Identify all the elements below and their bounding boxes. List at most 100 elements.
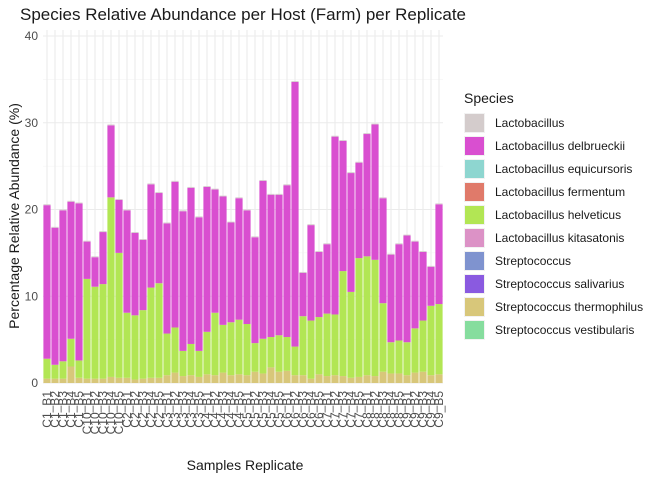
bar-segment [83, 240, 91, 242]
x-tick-label: C3_B3 [176, 391, 190, 428]
bar-segment [419, 371, 427, 383]
bar-segment [123, 209, 131, 211]
bar-segment [171, 372, 179, 383]
x-tick-label: C6_B3 [296, 391, 310, 428]
bar-segment [371, 259, 379, 377]
legend-label: Streptococcus vestibularis [495, 323, 634, 337]
bar-segment [75, 377, 83, 383]
x-tick-label: C9_B4 [424, 391, 438, 428]
bar-segment [91, 378, 99, 383]
bar-segment [403, 342, 411, 376]
bar-segment [251, 237, 259, 344]
bar-segment [243, 209, 251, 211]
legend: Species Lactobacillus Lactobacillus delbr… [464, 90, 643, 340]
bar-segment [379, 198, 387, 304]
x-tick-label: C8_B5 [392, 391, 406, 428]
x-tick-label: C1_B1 [40, 391, 54, 428]
bar-segment [387, 373, 395, 383]
bar-segment [235, 198, 243, 320]
legend-swatch [465, 321, 484, 339]
bar-segment [163, 223, 171, 334]
bar-segment [131, 379, 139, 383]
x-tick-label: C3_B4 [184, 391, 198, 428]
bar-segment [267, 367, 275, 383]
bar-segment [171, 327, 179, 373]
bar-segment [259, 180, 267, 339]
bar-segment [291, 375, 299, 383]
x-tick-label: C4_B3 [216, 391, 230, 428]
bar-segment [251, 371, 259, 383]
bar-segment [75, 203, 83, 361]
x-tick-label: C1_B4 [64, 391, 78, 428]
bar-segment [339, 271, 347, 377]
legend-swatch [465, 252, 484, 270]
bar-segment [355, 376, 363, 383]
bar-segment [51, 226, 59, 228]
bar-segment [99, 231, 107, 233]
bar-segment [427, 265, 435, 267]
bar-segment [427, 266, 435, 306]
x-tick-label: C8_B1 [360, 391, 374, 428]
x-tick-label: C6_B1 [280, 391, 294, 428]
bar-segment [323, 313, 331, 377]
bar-segment [91, 286, 99, 379]
bar-segment [211, 188, 219, 190]
bar-segment [91, 256, 99, 258]
bar-segment [347, 173, 355, 292]
bar-segment [403, 375, 411, 383]
bar-segment [315, 317, 323, 375]
bar-segment [267, 337, 275, 368]
bar-segment [419, 251, 427, 253]
bar-segment [435, 304, 443, 375]
legend-label: Lactobacillus kitasatonis [495, 231, 624, 245]
legend-swatch [465, 206, 484, 224]
bar-segment [227, 222, 235, 323]
bar-segment [219, 324, 227, 373]
chart-title: Species Relative Abundance per Host (Far… [20, 5, 466, 24]
bar-segment [179, 376, 187, 383]
bar-segment [187, 343, 195, 376]
bar-segment [195, 376, 203, 383]
bar-segment [419, 320, 427, 372]
x-tick-label: C5_B1 [240, 391, 254, 428]
x-tick-label: C8_B2 [368, 391, 382, 428]
bar-segment [291, 81, 299, 82]
bar-segment [203, 186, 211, 187]
bar-segment [67, 201, 75, 339]
bar-segment [427, 375, 435, 383]
bar-segment [51, 227, 59, 365]
bar-segment [99, 232, 107, 285]
bar-segment [363, 133, 371, 135]
bar-segment [331, 314, 339, 376]
bar-segment [131, 232, 139, 233]
bar-segment [43, 204, 51, 206]
bar-segment [131, 232, 139, 316]
bar-segment [235, 374, 243, 383]
bar-segment [307, 225, 315, 321]
bar-segment [187, 375, 195, 383]
bar-segment [275, 194, 283, 336]
bar-segment [275, 335, 283, 372]
bar-segment [299, 316, 307, 376]
legend-label: Lactobacillus equicursoris [495, 162, 632, 176]
x-tick-label: C9_B2 [408, 391, 422, 428]
bar-segment [59, 210, 67, 362]
bar-segment [107, 197, 115, 377]
bar-segment [251, 236, 259, 238]
bar-segment [203, 186, 211, 332]
x-tick-label: C10_B5 [112, 391, 126, 435]
bar-segment [371, 123, 379, 125]
legend-label: Streptococcus [495, 254, 571, 268]
bar-segment [379, 303, 387, 372]
bar-segment [219, 196, 227, 325]
legend-label: Lactobacillus fermentum [495, 185, 625, 199]
bar-segment [347, 172, 355, 174]
x-axis-title: Samples Replicate [187, 457, 304, 473]
x-tick-label: C9_B3 [416, 391, 430, 428]
y-axis-title: Percentage Relative Abundance (%) [6, 103, 22, 329]
x-tick-label: C10_B1 [80, 391, 94, 435]
bar-segment [339, 376, 347, 383]
bar-segment [211, 312, 219, 376]
bar-segment [259, 180, 267, 181]
x-tick-label: C8_B3 [376, 391, 390, 428]
